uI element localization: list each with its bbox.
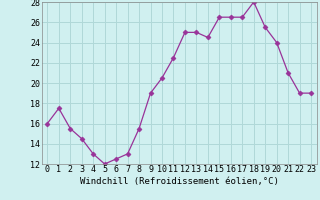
X-axis label: Windchill (Refroidissement éolien,°C): Windchill (Refroidissement éolien,°C) (80, 177, 279, 186)
